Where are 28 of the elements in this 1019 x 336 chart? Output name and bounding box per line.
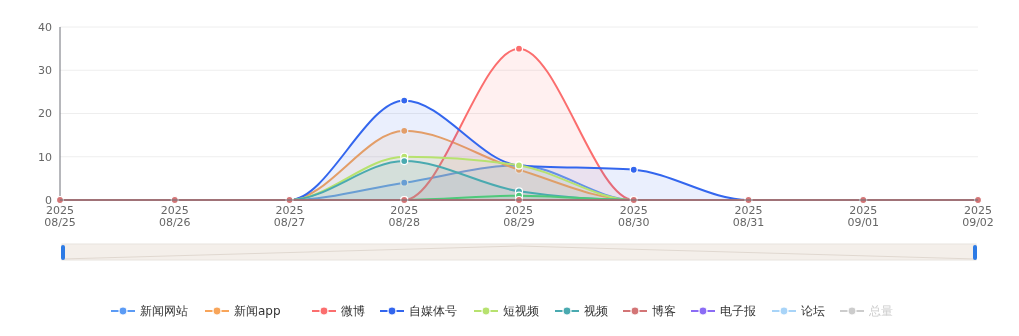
y-tick-label: 20 — [38, 107, 52, 121]
y-tick-label: 10 — [38, 150, 52, 164]
x-tick-label: 2025 08/25 — [44, 204, 76, 229]
x-tick-label: 2025 08/28 — [388, 204, 421, 229]
x-tick-label: 2025 08/30 — [617, 204, 650, 229]
legend-label: 新闻网站 — [140, 304, 188, 319]
x-tick-label: 2025 08/29 — [503, 204, 535, 229]
point — [400, 156, 409, 166]
point — [400, 96, 409, 105]
legend-label: 短视频 — [503, 304, 539, 319]
point — [400, 178, 409, 187]
legend-label: 新闻app — [234, 304, 281, 319]
legend-label: 视频 — [584, 304, 608, 319]
point — [514, 44, 524, 53]
legend-label: 电子报 — [720, 304, 756, 319]
legend-label: 博客 — [652, 304, 676, 319]
x-tick-label: 2025 09/01 — [847, 204, 880, 229]
y-tick-label: 0 — [45, 193, 52, 207]
point — [629, 165, 638, 174]
y-tick-label: 40 — [38, 20, 52, 34]
x-tick-label: 2025 08/31 — [732, 204, 765, 229]
legend-label: 自媒体号 — [409, 304, 457, 319]
y-tick-label: 30 — [38, 64, 52, 78]
legend-label: 微博 — [341, 304, 365, 319]
x-tick-label: 2025 08/26 — [158, 204, 191, 229]
x-tick-label: 2025 09/02 — [962, 204, 994, 229]
legend-label: 论坛 — [801, 304, 825, 319]
x-tick-label: 2025 08/27 — [273, 204, 306, 229]
